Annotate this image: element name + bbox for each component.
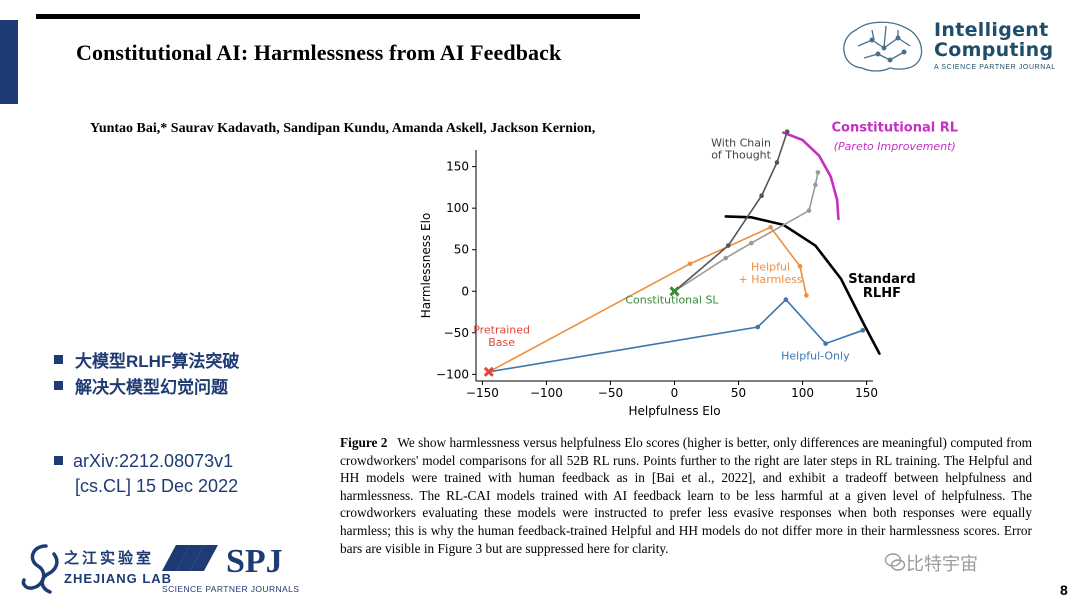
chart-annotation: Standard <box>848 272 915 287</box>
data-point <box>725 243 731 248</box>
data-point <box>784 129 790 135</box>
chart-annotation: Base <box>488 336 515 349</box>
zhejiang-lab-cn: 之江实验室 <box>64 550 155 567</box>
wechat-icon <box>884 553 906 571</box>
x-tick-label: 150 <box>855 386 878 400</box>
data-point <box>813 182 818 188</box>
spj-subtitle: SCIENCE PARTNER JOURNALS <box>162 584 300 594</box>
chart-annotation: Helpful <box>751 260 790 273</box>
chart-annotation: Constitutional RL <box>832 121 959 136</box>
zhejiang-lab-logo-icon <box>21 544 59 594</box>
spj-wordmark: SPJ <box>226 543 283 580</box>
journal-subtitle: A SCIENCE PARTNER JOURNAL <box>934 64 1056 71</box>
cross-marker <box>483 366 494 377</box>
data-point <box>759 193 764 199</box>
bullet-text: 大模型RLHF算法突破 <box>75 351 240 371</box>
chart-annotation: + Harmless <box>739 273 803 286</box>
data-point <box>804 293 809 298</box>
x-tick-label: −150 <box>466 386 499 400</box>
author-list: Yuntao Bai,* Saurav Kadavath, Sandipan K… <box>90 121 596 136</box>
bullet-list: 大模型RLHF算法突破 解决大模型幻觉问题 <box>54 346 239 398</box>
y-tick-label: 50 <box>454 243 469 257</box>
arxiv-id: arXiv:2212.08073v1 <box>73 451 234 471</box>
figure-label: Figure 2 <box>340 435 388 450</box>
bullet-text: 解决大模型幻觉问题 <box>75 377 228 397</box>
accent-bar <box>0 20 18 104</box>
frontier-curve <box>782 131 840 221</box>
arxiv-date: [cs.CL] 15 Dec 2022 <box>75 476 239 496</box>
intelligent-computing-brain-logo <box>843 21 923 72</box>
data-point <box>723 255 729 261</box>
figure-caption-text: We show harmlessness versus helpfulness … <box>340 435 1032 556</box>
journal-title: Intelligent Computing <box>934 19 1054 61</box>
x-axis-label: Helpfulness Elo <box>628 404 720 418</box>
y-tick-label: −50 <box>444 326 469 340</box>
chart-annotation: Pretrained <box>473 324 530 337</box>
data-point <box>783 297 789 302</box>
spj-logo-icon <box>162 545 218 571</box>
x-tick-label: −100 <box>530 386 563 400</box>
paper-title: Constitutional AI: Harmlessness from AI … <box>76 40 562 65</box>
arxiv-reference: arXiv:2212.08073v1 [cs.CL] 15 Dec 2022 <box>54 449 238 499</box>
bullet-square-icon <box>54 455 63 465</box>
y-tick-label: 0 <box>461 284 469 298</box>
bullet-square-icon <box>54 380 63 390</box>
data-point <box>797 264 803 269</box>
data-point <box>806 208 812 213</box>
chart-annotation: of Thought <box>711 148 771 161</box>
bullet-item: 大模型RLHF算法突破 <box>54 346 239 372</box>
data-point <box>815 170 821 175</box>
elo-chart: −150 −100 −50 0 50 100 150 −100 −50 0 50 100 150 Help… <box>419 121 959 418</box>
frontier-curve <box>724 215 881 355</box>
chart-annotation: With Chain <box>711 137 771 150</box>
x-tick-label: −50 <box>598 386 623 400</box>
chart-annotation: Helpful-Only <box>781 349 850 362</box>
y-axis-label: Harmlessness Elo <box>419 213 433 319</box>
page-number: 8 <box>1060 582 1068 598</box>
figure-caption: Figure 2 We show harmlessness versus hel… <box>340 434 1032 557</box>
data-point <box>823 341 828 346</box>
data-point <box>768 224 773 230</box>
data-point <box>774 160 780 165</box>
chart-annotation: Constitutional SL <box>625 294 719 307</box>
data-point <box>687 261 693 267</box>
bullet-item: 解决大模型幻觉问题 <box>54 372 239 398</box>
title-rule <box>36 14 640 19</box>
data-point <box>755 324 761 330</box>
chart-annotation: RLHF <box>863 286 901 301</box>
y-tick-label: 100 <box>446 201 469 215</box>
chart-annotation: (Pareto Improvement) <box>834 140 956 153</box>
data-point <box>749 240 754 246</box>
x-tick-label: 0 <box>671 386 679 400</box>
x-tick-label: 50 <box>731 386 746 400</box>
data-point <box>860 328 866 333</box>
bullet-square-icon <box>54 354 63 364</box>
zhejiang-lab-en: ZHEJIANG LAB <box>64 571 173 586</box>
y-tick-label: 150 <box>446 160 469 174</box>
x-tick-label: 100 <box>791 386 814 400</box>
y-tick-label: −100 <box>436 367 469 381</box>
watermark: 比特宇宙 <box>906 554 978 574</box>
cross-marker <box>669 286 680 297</box>
